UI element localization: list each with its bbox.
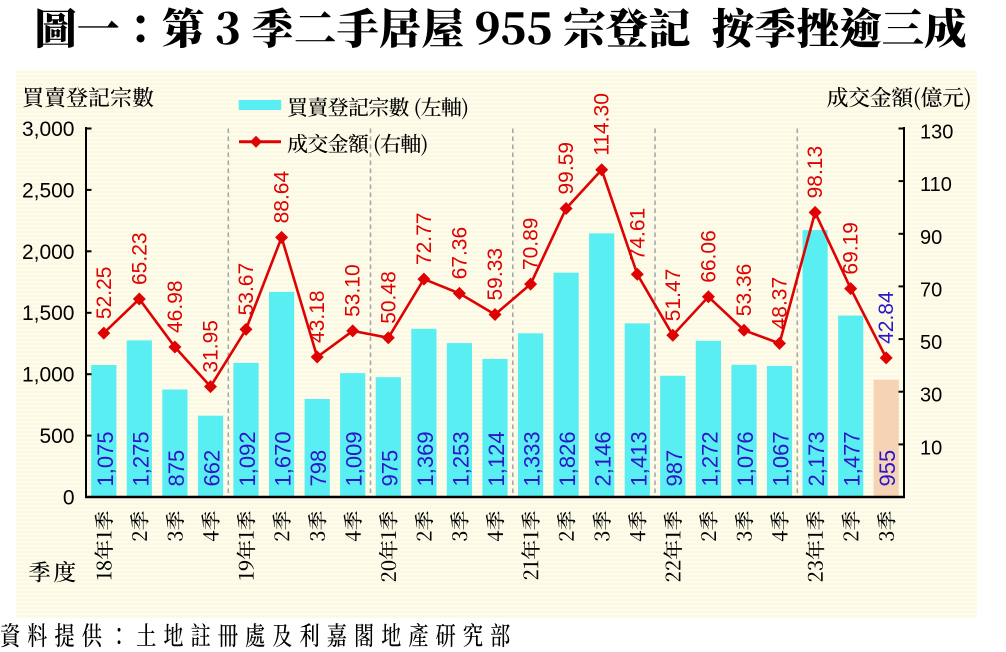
svg-text:90: 90 [920,227,942,249]
svg-text:1,124: 1,124 [484,431,509,486]
svg-text:1,477: 1,477 [840,431,865,486]
svg-text:98.13: 98.13 [804,146,827,199]
svg-text:2,173: 2,173 [804,431,829,486]
svg-text:59.33: 59.33 [484,248,507,301]
svg-text:875: 875 [164,450,189,487]
svg-text:3,000: 3,000 [22,118,75,141]
svg-text:1,092: 1,092 [235,431,260,486]
svg-text:2,500: 2,500 [22,179,75,202]
svg-text:10: 10 [920,437,942,459]
svg-text:0: 0 [63,487,75,510]
svg-text:1,500: 1,500 [22,302,75,325]
svg-text:1,275: 1,275 [128,431,153,486]
svg-text:48.37: 48.37 [769,277,792,330]
svg-text:74.61: 74.61 [626,208,649,261]
svg-text:69.19: 69.19 [840,222,863,275]
svg-text:110: 110 [920,174,952,196]
svg-text:53.10: 53.10 [342,264,365,317]
svg-text:31.95: 31.95 [200,320,223,373]
svg-text:42.84: 42.84 [875,291,898,344]
svg-text:50: 50 [920,332,942,354]
svg-text:1,369: 1,369 [413,431,438,486]
svg-text:1,670: 1,670 [271,431,296,486]
svg-text:1,272: 1,272 [697,431,722,486]
svg-text:53.67: 53.67 [235,263,258,316]
svg-text:99.59: 99.59 [555,142,578,195]
svg-text:1,076: 1,076 [733,431,758,486]
svg-text:1,009: 1,009 [342,431,367,486]
svg-text:66.06: 66.06 [697,230,720,283]
svg-text:987: 987 [662,450,687,487]
svg-text:130: 130 [920,122,953,144]
svg-text:1,826: 1,826 [555,431,580,486]
svg-text:2,000: 2,000 [22,241,75,264]
svg-text:46.98: 46.98 [164,280,187,333]
svg-text:50.48: 50.48 [377,271,400,324]
svg-text:65.23: 65.23 [128,232,151,285]
svg-text:43.18: 43.18 [306,290,329,343]
svg-text:114.30: 114.30 [591,93,614,156]
svg-text:72.77: 72.77 [413,213,436,266]
svg-text:1,253: 1,253 [448,431,473,486]
svg-text:1,067: 1,067 [769,431,794,486]
svg-text:2,146: 2,146 [591,431,616,486]
svg-text:30: 30 [920,385,942,407]
svg-text:955: 955 [875,450,900,487]
svg-text:52.25: 52.25 [93,267,116,320]
svg-text:1,000: 1,000 [22,364,75,387]
svg-text:1,333: 1,333 [520,431,545,486]
svg-text:662: 662 [200,450,225,487]
svg-text:88.64: 88.64 [271,171,294,224]
svg-text:975: 975 [377,450,402,487]
svg-text:1,075: 1,075 [93,431,118,486]
svg-text:70.89: 70.89 [520,218,543,271]
svg-text:53.36: 53.36 [733,264,756,317]
svg-text:798: 798 [306,450,331,487]
svg-text:1,413: 1,413 [626,431,651,486]
svg-text:70: 70 [920,279,942,301]
svg-text:51.47: 51.47 [662,269,685,322]
svg-text:67.36: 67.36 [448,227,471,280]
svg-text:500: 500 [39,425,74,448]
